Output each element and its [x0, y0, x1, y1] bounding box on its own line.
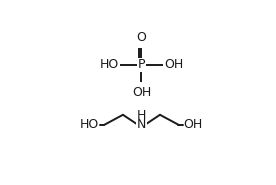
Text: P: P: [138, 58, 145, 71]
Text: OH: OH: [164, 58, 184, 71]
Text: OH: OH: [132, 86, 151, 99]
Text: N: N: [137, 118, 146, 131]
Text: H: H: [137, 110, 146, 122]
Text: O: O: [137, 31, 146, 44]
Text: OH: OH: [184, 118, 203, 131]
Text: HO: HO: [80, 118, 99, 131]
Text: HO: HO: [99, 58, 119, 71]
